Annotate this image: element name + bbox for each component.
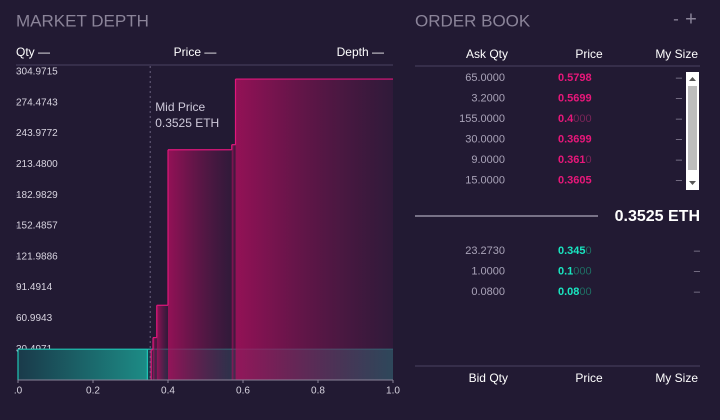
column-header: Ask Qty (466, 47, 508, 61)
column-header[interactable]: Qty — (16, 45, 50, 59)
y-tick-label: 91.4914 (16, 282, 53, 293)
x-tick-label: 0.4 (161, 386, 175, 397)
panel-title: ORDER BOOK (415, 11, 531, 30)
my-size: – (676, 154, 683, 166)
price: 0.3605 (558, 174, 592, 186)
column-header: Bid Qty (469, 371, 508, 385)
x-tick-label: 0.2 (86, 386, 100, 397)
ask-row[interactable]: 3.2000 0.5699 – (471, 92, 683, 104)
my-size: – (676, 92, 683, 104)
y-tick-label: 60.9943 (16, 313, 53, 324)
price-rest: 0 (586, 154, 592, 166)
price: 0.3610 (558, 154, 592, 166)
scrollbar-thumb[interactable] (688, 86, 697, 170)
order-book: Ask Qty Price My Size Bid Qty Price My Size 65… (459, 47, 701, 385)
quantity: 1.0000 (471, 265, 505, 277)
price: 0.4000 (558, 113, 592, 125)
depth-step (18, 349, 148, 380)
my-size: – (676, 72, 683, 84)
depth-step (151, 349, 153, 380)
y-tick-label: 121.9886 (16, 251, 58, 262)
price: 0.5699 (558, 92, 592, 104)
depth-step (156, 305, 168, 380)
expand-button[interactable]: + (685, 8, 697, 30)
y-tick-label: 182.9829 (16, 190, 58, 201)
ask-row[interactable]: 30.0000 0.3699 – (465, 133, 683, 145)
my-size: – (676, 113, 683, 125)
quantity: 15.0000 (465, 174, 505, 186)
bid-row[interactable]: 0.0800 0.0800– (471, 286, 701, 298)
my-size: – (694, 265, 701, 277)
my-size: – (694, 286, 701, 298)
price-main: 0.5699 (558, 92, 592, 104)
ask-row[interactable]: 15.0000 0.3605 – (465, 174, 683, 186)
price-rest: 00 (579, 286, 591, 298)
column-header: Price (575, 47, 603, 61)
my-size: – (676, 133, 683, 145)
ask-row[interactable]: 155.0000 0.4000 – (459, 113, 683, 125)
price: 0.3699 (558, 133, 592, 145)
y-tick-label: 304.9715 (16, 67, 58, 78)
price-rest: 000 (573, 265, 591, 277)
column-header: My Size (655, 47, 698, 61)
price-rest: 0 (586, 245, 592, 257)
x-tick-label: 0.6 (236, 386, 250, 397)
market-depth-panel: MARKET DEPTH Qty — Price — Depth — (16, 11, 393, 66)
depth-step (235, 79, 393, 380)
quantity: 30.0000 (465, 133, 505, 145)
y-tick-label: 243.9772 (16, 128, 58, 139)
column-header: My Size (655, 371, 698, 385)
price-rest: 000 (573, 113, 591, 125)
my-size: – (676, 174, 683, 186)
depth-step (153, 337, 157, 380)
bid-row[interactable]: 23.2730 0.3450 – (465, 245, 701, 257)
depth-step (168, 149, 232, 380)
quantity: 0.0800 (471, 286, 505, 298)
quantity: 23.2730 (465, 245, 505, 257)
price-main: 0.3699 (558, 133, 592, 145)
price: 0.5798 (558, 72, 592, 84)
price-main: 0.345 (558, 245, 586, 257)
mid-price-title: Mid Price (155, 100, 205, 114)
depth-chart: 304.9715 274.4743 243.9772 213.4800 182.9829… (14, 66, 400, 397)
column-header: Price (575, 371, 603, 385)
x-tick-label: .0 (14, 386, 23, 397)
price-main: 0.4 (558, 113, 574, 125)
price: 0.0800 (558, 286, 592, 298)
price-main: 0.1 (558, 265, 573, 277)
quantity: 155.0000 (459, 113, 505, 125)
bid-row[interactable]: 1.0000 0.1000 – (471, 265, 701, 277)
column-header[interactable]: Price — (174, 45, 217, 59)
price-main: 0.5798 (558, 72, 592, 84)
ask-row[interactable]: 9.0000 0.3610 – (471, 154, 683, 166)
price-main: 0.3605 (558, 174, 592, 186)
price-main: 0.08 (558, 286, 579, 298)
price: 0.1000 (558, 265, 592, 277)
mid-price-label: 0.3525 ETH (155, 116, 219, 130)
quantity: 9.0000 (471, 154, 505, 166)
y-tick-label: 274.4743 (16, 97, 58, 108)
quantity: 3.2000 (471, 92, 505, 104)
mid-price: 0.3525 ETH (615, 208, 700, 225)
collapse-button[interactable]: - (673, 9, 679, 28)
y-tick-label: 152.4857 (16, 221, 58, 232)
ask-row[interactable]: 65.0000 0.5798 – (465, 72, 683, 84)
y-tick-label: 213.4800 (16, 159, 58, 170)
panel-title: MARKET DEPTH (16, 11, 149, 30)
my-size: – (694, 245, 701, 257)
order-book-panel: ORDER BOOK - + 0.3525 ETH (415, 8, 700, 367)
x-tick-label: 1.0 (386, 386, 400, 397)
quantity: 65.0000 (465, 72, 505, 84)
depth-step (231, 144, 236, 380)
column-header[interactable]: Depth — (337, 45, 384, 59)
x-tick-label: 0.8 (311, 386, 325, 397)
price: 0.3450 (558, 245, 592, 257)
price-main: 0.361 (558, 154, 586, 166)
